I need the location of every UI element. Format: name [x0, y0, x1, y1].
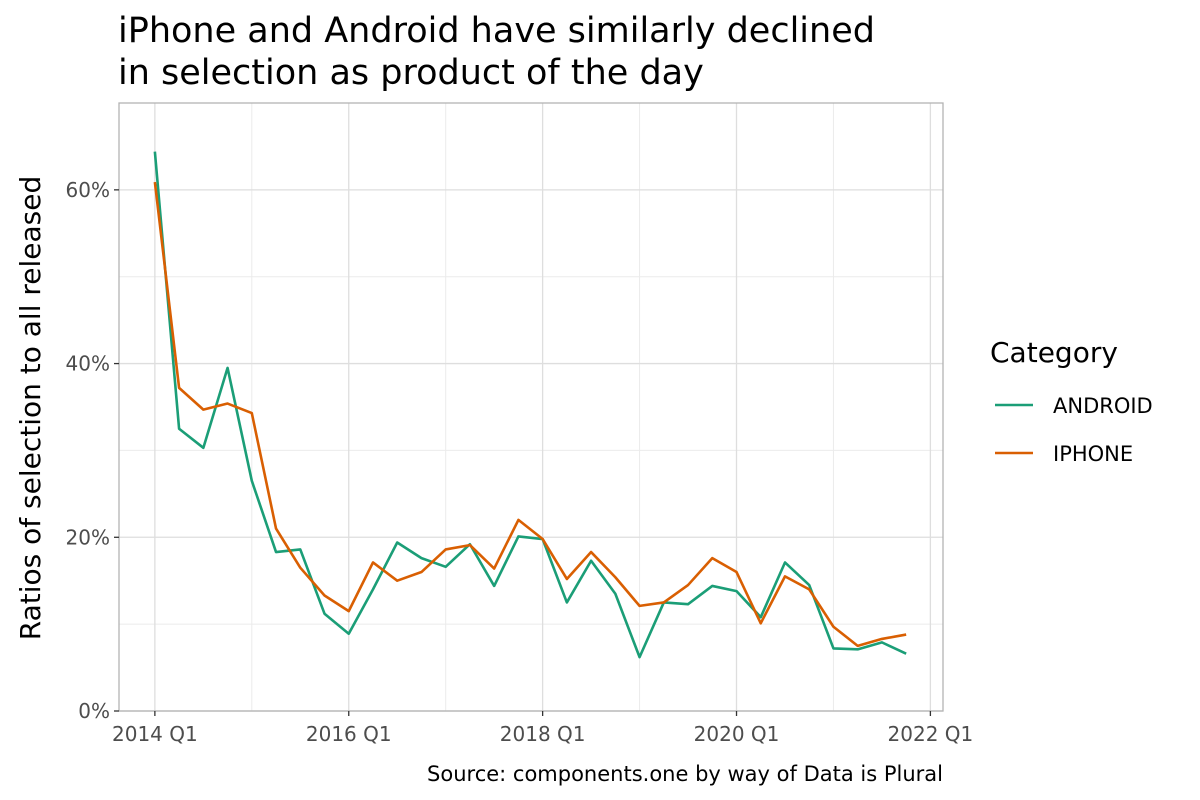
legend-title: Category: [990, 336, 1118, 369]
chart-title-line-1: iPhone and Android have similarly declin…: [118, 11, 875, 51]
chart-caption: Source: components.one by way of Data is…: [427, 762, 943, 786]
legend-label-iphone: IPHONE: [1053, 442, 1133, 466]
x-tick-label: 2020 Q1: [694, 722, 780, 746]
legend: Category ANDROID IPHONE: [990, 336, 1153, 466]
y-axis-title: Ratios of selection to all released: [14, 176, 47, 641]
plot-panel: 0% 20% 40% 60% 2014 Q1 2016 Q1 2018 Q1 2020 Q1 2…: [66, 102, 974, 746]
legend-label-android: ANDROID: [1053, 394, 1153, 418]
x-tick-label: 2018 Q1: [500, 722, 586, 746]
x-tick-label: 2016 Q1: [306, 722, 392, 746]
y-tick-label: 20%: [66, 525, 110, 549]
x-tick-label: 2022 Q1: [888, 722, 974, 746]
x-tick-label: 2014 Q1: [112, 722, 198, 746]
chart-title: iPhone and Android have similarly declin…: [118, 11, 875, 93]
y-tick-label: 60%: [66, 178, 110, 202]
y-tick-label: 40%: [66, 352, 110, 376]
series-line-iphone: [153, 181, 907, 648]
series-line-android: [153, 151, 907, 659]
chart-title-line-2: in selection as product of the day: [118, 53, 704, 93]
panel-border: [118, 102, 944, 712]
y-tick-label: 0%: [78, 699, 110, 723]
